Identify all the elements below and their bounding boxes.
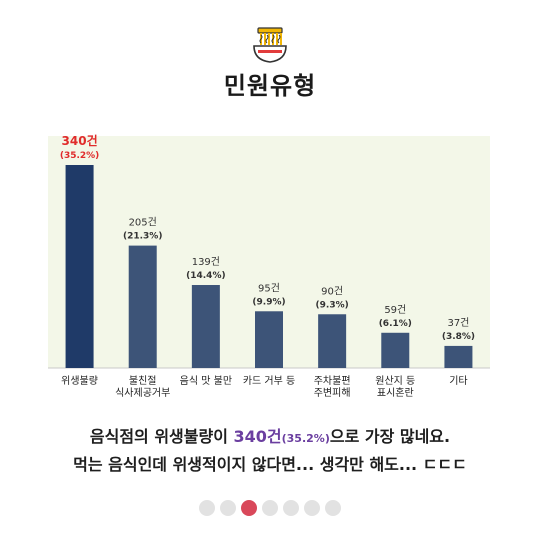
caption-line-2: 먹는 음식인데 위생적이지 않다면... 생각만 해도... ㄷㄷㄷ (73, 455, 467, 474)
category-label-2-line-2: 식사제공거부 (115, 387, 170, 399)
pagination-dot-3[interactable] (241, 500, 257, 516)
category-label-1: 위생불량 (61, 374, 98, 387)
pagination-dot-1[interactable] (199, 500, 215, 516)
category-label-2-line-1: 불친절 (129, 374, 157, 387)
value-label-6: 59건 (384, 304, 406, 316)
percent-label-5: (9.3%) (316, 300, 349, 310)
category-label-3: 음식 맛 불만 (180, 375, 232, 387)
value-label-5: 90건 (321, 285, 343, 297)
percent-label-1: (35.2%) (60, 151, 99, 161)
percent-label-7: (3.8%) (442, 332, 475, 342)
value-label-3: 139건 (192, 256, 220, 268)
pagination-dot-5[interactable] (283, 500, 299, 516)
pagination-dot-6[interactable] (304, 500, 320, 516)
bar-1 (65, 165, 94, 368)
caption-line1-prefix: 음식점의 위생불량이 (89, 427, 234, 446)
bar-4 (255, 311, 283, 368)
value-label-2: 205건 (129, 217, 157, 229)
pagination-dots (0, 500, 540, 516)
percent-label-6: (6.1%) (379, 319, 412, 329)
percent-label-3: (14.4%) (186, 271, 225, 281)
pagination-dot-2[interactable] (220, 500, 236, 516)
percent-label-4: (9.9%) (252, 297, 285, 307)
bar-6 (381, 332, 410, 368)
bar-2 (128, 245, 157, 368)
page-title: 민원유형 (223, 72, 317, 100)
category-label-6-line-2: 표시혼란 (377, 386, 414, 399)
caption-line1-suffix: 으로 가장 많네요. (329, 427, 451, 446)
caption-highlight-percent: (35.2%) (281, 432, 330, 445)
category-label-7: 기타 (449, 375, 467, 387)
value-label-4: 95건 (258, 282, 280, 294)
pagination-dot-4[interactable] (262, 500, 278, 516)
caption-highlight-value: 340건 (233, 427, 282, 446)
bar-5 (318, 314, 347, 368)
complaint-type-chart: 340건 (35.2%) 위생불량 205건 (21.3%) 불친절 식사제공거부 139건 (… (0, 128, 540, 418)
bar-7 (444, 345, 473, 368)
bar-3 (191, 285, 220, 368)
pagination-dot-7[interactable] (325, 500, 341, 516)
category-label-6-line-1: 원산지 등 (375, 375, 415, 387)
percent-label-2: (21.3%) (123, 232, 162, 242)
category-label-4: 카드 거부 등 (243, 375, 295, 387)
category-label-5-line-2: 주변피해 (314, 386, 351, 399)
chart-caption: 음식점의 위생불량이 340건(35.2%)으로 가장 많네요. 먹는 음식인데… (0, 424, 540, 478)
noodle-bowl-icon (253, 27, 287, 63)
caption-line-1: 음식점의 위생불량이 340건(35.2%)으로 가장 많네요. (0, 424, 540, 452)
value-label-1: 340건 (62, 133, 98, 148)
value-label-7: 37건 (447, 317, 469, 329)
category-label-5-line-1: 주차불편 (314, 375, 351, 387)
